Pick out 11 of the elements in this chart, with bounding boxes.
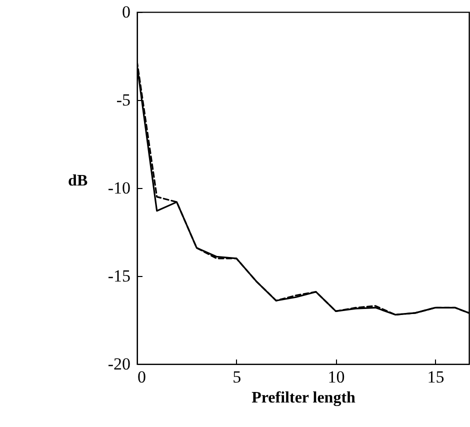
x-axis-title: Prefilter length — [252, 390, 356, 406]
x-tick-label: 0 — [138, 368, 146, 386]
y-tick-label: -15 — [108, 266, 130, 286]
y-tick-label: -10 — [108, 178, 130, 198]
x-tick-label: 10 — [328, 368, 345, 386]
x-tick-label: 15 — [427, 368, 444, 386]
y-tick-label: -20 — [108, 354, 130, 374]
y-tick-label: -5 — [116, 90, 130, 110]
x-tick-label: 5 — [232, 368, 242, 386]
y-tick-label: 0 — [122, 2, 130, 22]
y-axis-title: dB — [68, 172, 88, 190]
